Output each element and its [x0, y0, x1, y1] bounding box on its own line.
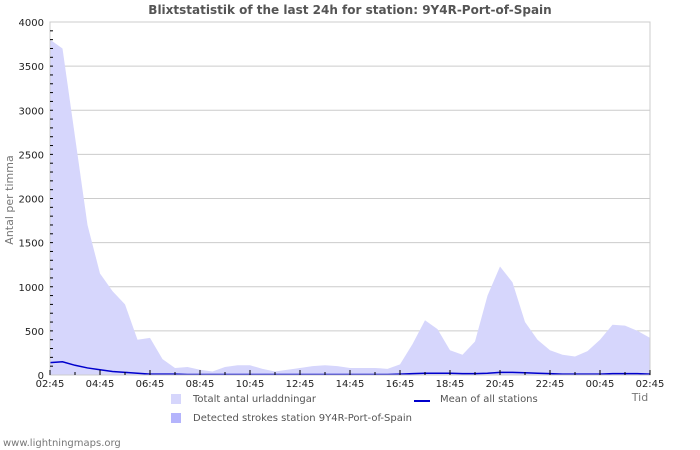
x-axis-title: Tid: [631, 391, 648, 404]
x-tick-label: 10:45: [236, 379, 265, 390]
x-tick-label: 06:45: [136, 379, 165, 390]
grid-lines: [50, 21, 650, 332]
x-tick-label: 04:45: [86, 379, 115, 390]
y-tick-label: 500: [25, 327, 44, 338]
y-tick-label: 2000: [19, 195, 44, 206]
x-tick-label: 18:45: [436, 379, 465, 390]
x-tick-label: 16:45: [386, 379, 415, 390]
mean-swatch: [414, 400, 430, 402]
x-tick-label: 00:45: [586, 379, 615, 390]
total-area: [50, 39, 650, 376]
total-swatch: [171, 394, 181, 404]
x-tick-label: 02:45: [36, 379, 65, 390]
x-tick-label: 14:45: [336, 379, 365, 390]
chart-title: Blixtstatistik of the last 24h for stati…: [148, 3, 552, 17]
x-tick-label: 08:45: [186, 379, 215, 390]
detected-swatch: [171, 413, 181, 423]
y-tick-label: 2500: [19, 150, 44, 161]
y-axis: 0 500 1000 1500 2000 2500 3000 3500 4000: [19, 18, 53, 382]
x-axis: 02:45 04:45 06:45 08:45 10:45 12:45 14:45 16:45…: [36, 370, 665, 390]
y-tick-label: 1500: [19, 239, 44, 250]
x-tick-label: 20:45: [486, 379, 515, 390]
x-tick-label: 12:45: [286, 379, 315, 390]
site-footer: www.lightningmaps.org: [3, 438, 121, 449]
legend-detected-label: Detected strokes station 9Y4R-Port-of-Sp…: [193, 413, 412, 424]
x-tick-label: 22:45: [536, 379, 565, 390]
legend-total-label: Totalt antal urladdningar: [193, 394, 317, 405]
y-tick-label: 1000: [19, 283, 44, 294]
y-tick-label: 4000: [19, 18, 44, 29]
y-tick-label: 0: [38, 371, 44, 382]
y-tick-label: 3000: [19, 106, 44, 117]
legend-mean-label: Mean of all stations: [440, 394, 538, 405]
y-tick-label: 3500: [19, 62, 44, 73]
x-tick-label: 02:45: [636, 379, 665, 390]
y-axis-title: Antal per timma: [3, 155, 16, 244]
